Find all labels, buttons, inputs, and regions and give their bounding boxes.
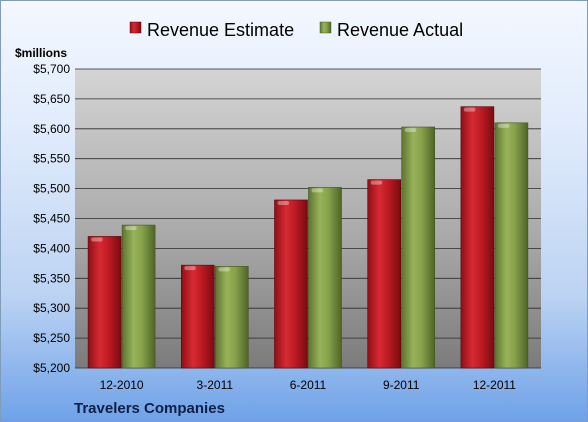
x-tick-label: 12-2010: [100, 378, 144, 392]
bar-estimate-12-2011: [460, 106, 495, 369]
bar-highlight: [463, 107, 476, 112]
y-tick-label: $5,300: [33, 301, 70, 315]
bars: [87, 106, 529, 369]
company-label: Travelers Companies: [74, 400, 225, 417]
y-tick-label: $5,700: [33, 62, 70, 76]
legend-label-actual: Revenue Actual: [337, 20, 463, 40]
bar-highlight: [311, 188, 324, 193]
x-tick-label: 3-2011: [197, 378, 234, 392]
bar-estimate-6-2011: [274, 199, 308, 369]
bar-highlight: [91, 237, 103, 242]
bar-highlight: [218, 267, 230, 272]
x-tick-label: 9-2011: [383, 378, 420, 392]
y-tick-label: $5,400: [33, 241, 70, 255]
bar-highlight: [370, 180, 383, 185]
bar-actual-12-2010: [121, 224, 156, 369]
y-tick-label: $5,550: [33, 152, 70, 166]
x-tick-label: 12-2011: [473, 378, 516, 392]
x-axis-ticks: 12-2010 3-2011 6-2011 9-2011 12-2011: [100, 378, 517, 392]
y-tick-label: $5,500: [33, 182, 70, 196]
legend-swatch-estimate: [129, 21, 142, 34]
bar-estimate-3-2011: [181, 264, 215, 369]
bar-estimate-12-2010: [87, 236, 122, 369]
x-tick-label: 6-2011: [290, 378, 327, 392]
y-tick-label: $5,200: [33, 361, 70, 375]
bar-highlight: [497, 123, 510, 128]
bar-actual-3-2011: [215, 266, 249, 369]
bar-actual-12-2011: [494, 122, 529, 369]
bar-highlight: [184, 266, 196, 271]
bar-highlight: [404, 128, 417, 133]
bar-highlight: [125, 226, 137, 231]
bar-actual-9-2011: [401, 126, 436, 369]
bar-highlight: [277, 200, 290, 205]
y-unit-label: $millions: [15, 46, 67, 60]
y-tick-label: $5,450: [33, 212, 70, 226]
y-axis-ticks: $5,200 $5,250 $5,300 $5,350 $5,400 $5,450 $5,5…: [33, 62, 70, 375]
bar-actual-6-2011: [308, 187, 342, 369]
y-tick-label: $5,350: [33, 271, 70, 285]
bar-estimate-9-2011: [367, 179, 402, 369]
y-tick-label: $5,250: [33, 331, 70, 345]
legend-swatch-actual: [319, 21, 332, 34]
y-tick-label: $5,650: [33, 92, 70, 106]
legend-label-estimate: Revenue Estimate: [147, 20, 294, 40]
y-tick-label: $5,600: [33, 122, 70, 136]
legend: Revenue Estimate Revenue Actual: [129, 20, 463, 40]
